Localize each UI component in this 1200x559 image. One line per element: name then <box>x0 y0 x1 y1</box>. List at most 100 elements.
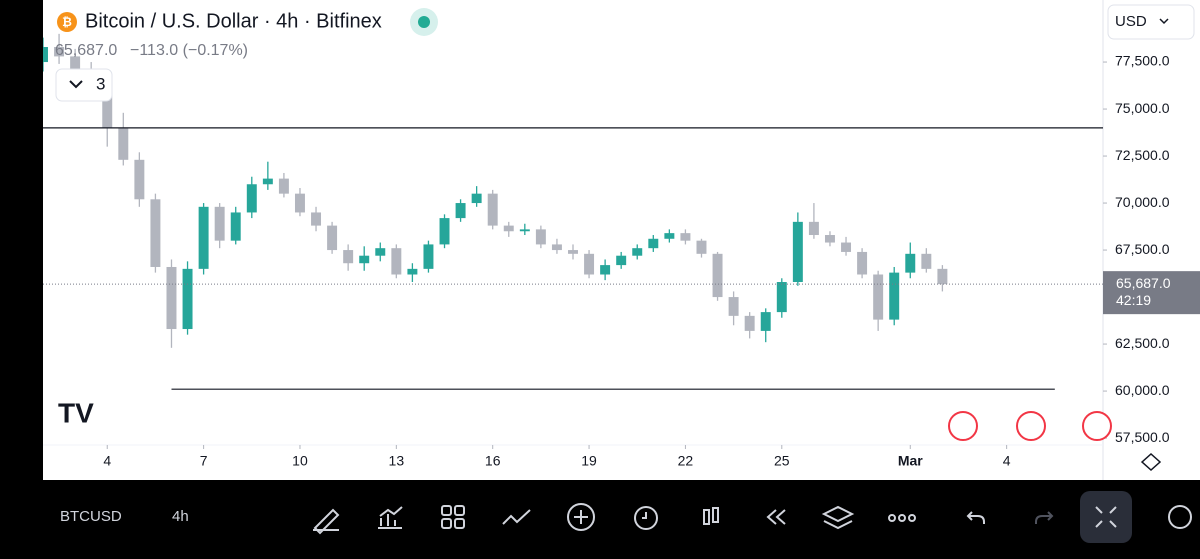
currency-select[interactable] <box>1107 4 1195 40</box>
candle-body <box>423 244 434 269</box>
layers-tool[interactable] <box>821 505 855 530</box>
candle-body <box>118 127 129 160</box>
x-tick-label: Mar <box>898 453 923 469</box>
indicators-tool[interactable] <box>378 506 403 529</box>
candle-body <box>535 229 546 245</box>
last-price-label: 65,687.0 <box>1116 275 1171 291</box>
candle-body <box>278 178 289 194</box>
candle-body <box>600 265 611 275</box>
fullscreen-button[interactable] <box>1080 491 1132 543</box>
countdown: 42:19 <box>1116 292 1151 308</box>
candle-body <box>808 221 819 236</box>
compare-tool[interactable] <box>502 509 531 525</box>
candle-body <box>375 248 386 256</box>
candle-body <box>905 253 916 273</box>
draw-tool[interactable] <box>313 508 340 535</box>
candle-body <box>584 253 595 275</box>
candle-body <box>696 240 707 254</box>
candle-body <box>166 266 177 330</box>
candle-body <box>230 212 241 241</box>
candle-body <box>439 218 450 245</box>
x-tick-label: 16 <box>485 453 501 469</box>
chevron <box>69 80 83 89</box>
layout-tool[interactable] <box>441 505 452 516</box>
market-status-dot <box>418 16 430 28</box>
settings-icon[interactable] <box>1140 452 1162 472</box>
candle-body <box>134 159 145 200</box>
y-tick-label: 67,500.0 <box>1115 241 1170 257</box>
candle-body <box>792 221 803 283</box>
redo-tool[interactable] <box>1035 511 1054 524</box>
y-tick-label: 72,500.0 <box>1115 147 1170 163</box>
add-plus <box>574 510 588 524</box>
btc-symbol: ₿ <box>62 15 72 29</box>
x-tick-label: 7 <box>200 453 208 469</box>
chart-type-tool <box>712 507 719 523</box>
watchlist-symbol[interactable]: BTCUSD <box>60 508 122 525</box>
candle-body <box>102 80 113 128</box>
candle-body <box>246 184 257 213</box>
event-flag[interactable] <box>1082 411 1112 441</box>
x-tick-label: 22 <box>678 453 694 469</box>
candle-body <box>182 268 193 330</box>
x-tick-label: 4 <box>1003 453 1011 469</box>
chart-type-tool[interactable] <box>703 509 710 525</box>
candle-body <box>214 206 225 241</box>
indicators-toggle[interactable] <box>55 68 113 102</box>
y-tick-label: 62,500.0 <box>1115 335 1170 351</box>
candle-body <box>487 193 498 226</box>
currency-chevron <box>1159 18 1169 25</box>
candle-body <box>70 56 81 72</box>
candle-body <box>568 250 578 254</box>
ideas-button[interactable] <box>1168 505 1192 529</box>
axes: 57,500.060,000.062,500.065,000.067,500.0… <box>103 53 1200 469</box>
event-flag[interactable] <box>948 411 978 441</box>
layout-tool <box>441 518 452 529</box>
tv-logo: TV <box>58 397 94 428</box>
candle-body <box>760 312 771 331</box>
watchlist-interval: 4h <box>172 508 189 525</box>
y-tick-label: 70,000.0 <box>1115 194 1170 210</box>
candle-body <box>262 178 273 185</box>
replay-tool[interactable] <box>766 509 786 525</box>
btc-icon <box>57 12 77 32</box>
quote: 65,687.0 <box>55 42 117 59</box>
more-dot <box>908 514 916 522</box>
y-tick-label: 60,000.0 <box>1115 382 1170 398</box>
add-tool[interactable] <box>567 503 595 531</box>
undo-tool[interactable] <box>966 511 985 524</box>
candle-body <box>873 274 884 320</box>
candle-body <box>43 47 48 63</box>
candle-body <box>407 268 418 275</box>
candle-body <box>455 203 466 219</box>
candle-body <box>471 193 482 204</box>
candle-body <box>294 193 305 213</box>
quote-change: −113.0 (−0.17%) <box>130 42 248 59</box>
alert-hands <box>642 512 647 519</box>
alert-tool[interactable] <box>634 506 658 530</box>
candle-body <box>921 253 932 269</box>
candle-body <box>841 242 852 252</box>
candle-body <box>664 233 675 239</box>
x-tick-label: 13 <box>389 453 405 469</box>
candle-body <box>327 225 338 251</box>
candle-body <box>198 206 209 269</box>
candle-body <box>616 255 627 266</box>
x-tick-label: 19 <box>581 453 597 469</box>
candle-body <box>343 250 354 264</box>
y-tick-label: 75,000.0 <box>1115 100 1170 116</box>
candle-body <box>857 251 868 275</box>
currency: USD <box>1115 13 1147 30</box>
toolbar <box>313 503 1054 535</box>
x-tick-label: 25 <box>774 453 790 469</box>
candle-body <box>744 315 755 331</box>
event-flag[interactable] <box>1016 411 1046 441</box>
x-tick-label: 4 <box>103 453 111 469</box>
candle-body <box>54 47 65 57</box>
last-price-box <box>1103 271 1200 315</box>
x-tick-label: 10 <box>292 453 308 469</box>
fullscreen-icon <box>1095 506 1117 528</box>
more-tool[interactable] <box>888 514 896 522</box>
more-dot <box>898 514 906 522</box>
candle-body <box>648 238 659 249</box>
